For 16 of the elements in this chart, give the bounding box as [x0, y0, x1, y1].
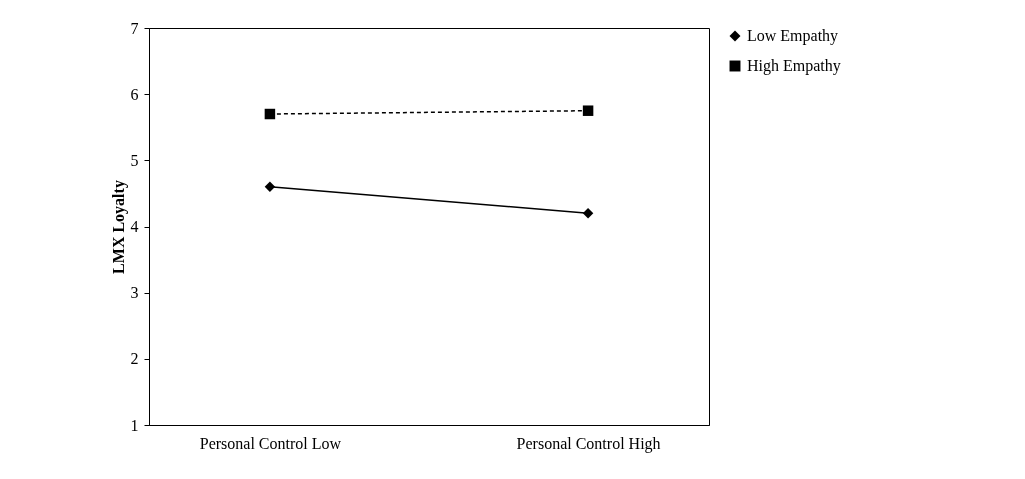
- y-tick-label: 6: [130, 85, 139, 103]
- legend-label: Low Empathy: [747, 27, 839, 45]
- y-tick-label: 1: [130, 416, 139, 434]
- x-tick-label: Personal Control High: [516, 434, 661, 453]
- y-tick-label: 4: [130, 218, 139, 235]
- y-tick-label: 2: [130, 350, 139, 368]
- x-tick-label: Personal Control Low: [199, 434, 342, 452]
- point: [264, 181, 276, 193]
- point: [582, 208, 594, 219]
- legend-label: High Empathy: [747, 57, 841, 75]
- y-axis-title: LMX Loyalty: [109, 180, 128, 274]
- point: [582, 105, 594, 116]
- point: [264, 108, 276, 120]
- y-tick-label: 5: [130, 151, 139, 169]
- y-tick-label: 3: [130, 284, 139, 302]
- y-tick-label: 7: [130, 19, 139, 37]
